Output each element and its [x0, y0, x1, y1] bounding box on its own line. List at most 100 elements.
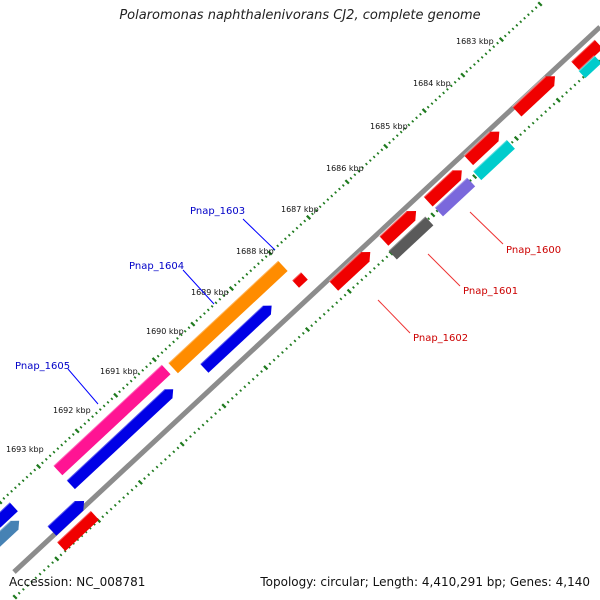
gene-body: [578, 55, 600, 79]
tick-mark: [95, 411, 98, 415]
tick-mark: [284, 237, 287, 241]
tick-mark: [346, 288, 352, 294]
gene-body: [66, 389, 174, 490]
tick-mark: [245, 272, 249, 276]
tick-mark: [472, 174, 478, 180]
tick-mark: [484, 52, 488, 56]
tick-mark: [164, 347, 168, 351]
tick-mark: [222, 294, 226, 298]
tick-mark: [523, 129, 527, 133]
tick-mark: [12, 594, 18, 600]
gene-body: [571, 39, 600, 71]
gene-arrow[interactable]: [52, 364, 171, 476]
tick-mark: [385, 255, 389, 259]
gene-arrow[interactable]: [56, 510, 99, 552]
tick-mark: [419, 112, 422, 116]
tick-mark: [488, 48, 492, 52]
gene-label[interactable]: Pnap_1602: [413, 333, 468, 344]
tick-mark: [326, 198, 330, 202]
tick-mark: [513, 135, 519, 141]
gene-highlight: [328, 251, 362, 283]
tick-mark: [230, 396, 234, 400]
gene-label[interactable]: Pnap_1600: [506, 245, 561, 256]
tick-mark: [187, 326, 191, 330]
tick-mark: [565, 91, 568, 94]
gene-highlight: [511, 75, 547, 108]
tick-mark: [56, 447, 60, 451]
tick-mark: [147, 473, 151, 477]
tick-mark: [503, 34, 507, 38]
tick-mark: [102, 404, 106, 408]
tick-mark: [322, 201, 326, 205]
gene-highlight: [423, 169, 453, 198]
gene-arrow[interactable]: [0, 516, 23, 550]
gene-arrow[interactable]: [434, 176, 476, 217]
tick-mark: [44, 457, 48, 461]
tick-mark: [569, 87, 573, 91]
gene-label[interactable]: Pnap_1603: [190, 206, 245, 217]
gene-highlight: [570, 38, 596, 63]
tick-mark: [498, 37, 504, 43]
gene-leader-line: [469, 211, 504, 245]
gene-label[interactable]: Pnap_1601: [463, 286, 518, 297]
tick-mark: [255, 373, 259, 377]
gene-body: [434, 177, 476, 217]
tick-mark: [381, 259, 385, 263]
tick-mark: [172, 450, 176, 454]
tick-mark: [218, 408, 222, 412]
tick-mark: [301, 331, 305, 335]
gene-leader-line: [377, 299, 411, 334]
gene-arrow[interactable]: [463, 127, 504, 166]
tick-mark: [527, 13, 530, 17]
gene-label[interactable]: Pnap_1604: [129, 261, 184, 272]
tick-mark: [407, 123, 411, 127]
tick-mark: [383, 143, 389, 149]
gene-arrow[interactable]: [387, 215, 434, 260]
tick-mark: [237, 280, 241, 283]
tick-mark: [364, 274, 368, 278]
gene-arrow[interactable]: [66, 385, 178, 490]
gene-arrow[interactable]: [167, 259, 288, 374]
tick-mark: [42, 568, 46, 572]
gene-label[interactable]: Pnap_1605: [15, 361, 70, 372]
tick-mark: [380, 148, 384, 152]
tick-mark: [435, 209, 439, 213]
tick-mark: [449, 84, 453, 88]
gene-arrow[interactable]: [570, 38, 600, 71]
gene-body: [200, 305, 272, 373]
tick-mark: [289, 343, 293, 347]
tick-mark: [48, 454, 52, 458]
tick-mark: [415, 116, 418, 120]
tick-row-inner: [12, 59, 600, 600]
tick-row-outer: [0, 1, 543, 505]
tick-mark: [137, 372, 141, 376]
tick-mark: [352, 286, 355, 289]
tick-mark: [304, 326, 311, 333]
tick-mark: [353, 173, 357, 177]
tick-mark: [253, 265, 256, 269]
gene-arrow[interactable]: [291, 271, 308, 288]
gene-arrow[interactable]: [472, 139, 515, 181]
tick-mark: [465, 70, 469, 73]
gene-arrow[interactable]: [0, 501, 18, 528]
tick-mark: [206, 308, 210, 312]
tick-mark: [427, 217, 431, 221]
gene-highlight: [46, 500, 76, 527]
tick-mark: [311, 212, 314, 216]
tick-mark: [280, 240, 283, 244]
gene-arrow[interactable]: [423, 166, 467, 207]
kbp-label: 1688 kbp: [236, 247, 274, 256]
tick-mark: [33, 468, 37, 472]
tick-mark: [235, 393, 238, 396]
kbp-label: 1690 kbp: [146, 327, 184, 336]
tick-mark: [314, 320, 318, 324]
gene-arrow[interactable]: [511, 72, 560, 117]
gene-arrow[interactable]: [46, 496, 88, 536]
gene-arrow[interactable]: [577, 55, 600, 79]
kbp-label: 1693 kbp: [6, 445, 44, 454]
tick-mark: [51, 561, 55, 565]
gene-arrow[interactable]: [199, 301, 275, 373]
tick-mark: [365, 162, 368, 166]
gene-arrow[interactable]: [378, 206, 420, 246]
gene-arrow[interactable]: [328, 247, 374, 291]
